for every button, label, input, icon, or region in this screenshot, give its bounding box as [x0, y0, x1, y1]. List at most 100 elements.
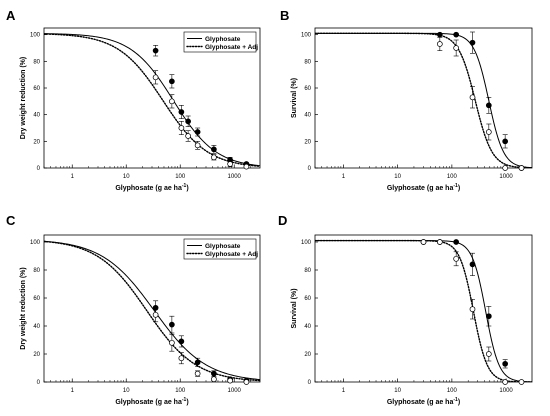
point-glyphosate-adj: [152, 74, 159, 81]
y-tick-label: 40: [304, 113, 311, 119]
point-glyphosate: [502, 138, 509, 145]
x-tick-label: 1: [342, 388, 346, 394]
point-glyphosate-adj: [502, 379, 509, 385]
curve-glyphosate: [315, 240, 532, 382]
point-glyphosate-adj: [518, 379, 525, 385]
panel-letter: B: [280, 8, 289, 23]
point-glyphosate: [185, 118, 191, 125]
chart-panel-b: B 0 20 40 60 80 100 1 10 100 1000 Glyphosate (g ae …: [280, 8, 533, 192]
x-tick-label: 10: [394, 174, 401, 180]
curve-glyphosate-adj: [44, 33, 260, 167]
y-tick-label: 60: [304, 86, 311, 92]
point-glyphosate: [178, 109, 185, 115]
y-tick-label: 40: [304, 324, 311, 330]
point-glyphosate: [485, 313, 492, 320]
x-axis-title: Glyphosate (g ae ha-1): [115, 183, 188, 192]
y-tick-label: 0: [308, 166, 312, 172]
curve-glyphosate: [44, 33, 260, 167]
point-glyphosate: [485, 102, 492, 109]
point-glyphosate: [169, 321, 175, 328]
x-tick-label: 1000: [228, 174, 242, 180]
point-glyphosate-adj: [453, 45, 460, 51]
point-glyphosate: [453, 31, 460, 38]
point-glyphosate-adj: [420, 239, 427, 245]
point-glyphosate: [453, 239, 460, 245]
y-tick-label: 80: [33, 268, 40, 274]
point-glyphosate: [169, 78, 175, 85]
legend-label: Glyphosate: [205, 243, 241, 250]
y-tick-label: 60: [304, 296, 311, 302]
point-glyphosate-adj: [169, 98, 175, 105]
y-tick-label: 100: [301, 33, 312, 39]
x-tick-label: 100: [175, 388, 186, 394]
point-glyphosate-adj: [469, 94, 476, 101]
y-axis-title: Dry weight reduction (%): [20, 57, 27, 139]
y-tick-label: 60: [33, 86, 40, 92]
point-glyphosate-adj: [227, 161, 233, 167]
point-glyphosate: [152, 47, 159, 54]
y-tick-label: 20: [304, 352, 311, 358]
point-glyphosate-adj: [194, 370, 201, 377]
chart-panel-a: A 0 20 40 60 80 100 1 10 100 1000 Glyphosate (g ae …: [6, 8, 261, 192]
x-tick-label: 1: [71, 174, 75, 180]
x-tick-label: 10: [123, 388, 130, 394]
point-glyphosate-adj: [194, 142, 201, 149]
point-glyphosate-adj: [178, 355, 185, 362]
point-glyphosate-adj: [227, 377, 233, 384]
point-glyphosate-adj: [436, 239, 443, 245]
x-axis-title: Glyphosate (g ae ha-1): [115, 397, 188, 406]
y-tick-label: 80: [304, 59, 311, 65]
curve-glyphosate-adj: [315, 32, 532, 168]
point-glyphosate: [211, 146, 217, 153]
point-glyphosate-adj: [502, 165, 509, 171]
legend-label: Glyphosate + Adj: [205, 44, 258, 51]
y-tick-label: 40: [33, 324, 40, 330]
point-glyphosate-adj: [436, 41, 443, 47]
point-glyphosate-adj: [243, 379, 250, 385]
curve-glyphosate: [44, 240, 260, 381]
curve-glyphosate-adj: [44, 240, 260, 382]
x-tick-label: 10: [123, 174, 130, 180]
chart-panel-d: D 0 20 40 60 80 100 1 10 100 1000 Glyphosate (g ae …: [278, 213, 533, 406]
point-glyphosate: [194, 359, 201, 366]
x-tick-label: 1000: [228, 388, 242, 394]
y-tick-label: 20: [304, 139, 311, 145]
chart-panel-c: C 0 20 40 60 80 100 1 10 100 1000 Glyphosate (g ae …: [6, 213, 261, 406]
y-tick-label: 100: [30, 33, 41, 39]
point-glyphosate: [469, 39, 476, 46]
point-glyphosate-adj: [469, 306, 476, 313]
y-axis-title: Survival (%): [291, 78, 298, 118]
y-tick-label: 100: [301, 240, 312, 246]
y-tick-label: 20: [33, 139, 40, 145]
y-tick-label: 40: [33, 113, 40, 119]
panel-letter: A: [6, 8, 16, 23]
x-tick-label: 1: [71, 388, 75, 394]
point-glyphosate-adj: [152, 311, 159, 318]
legend-label: Glyphosate: [205, 36, 241, 43]
plot-frame: [314, 27, 533, 169]
y-tick-label: 80: [304, 268, 311, 274]
point-glyphosate-adj: [211, 154, 217, 161]
y-tick-label: 0: [37, 166, 41, 172]
point-glyphosate-adj: [485, 351, 492, 357]
point-glyphosate-adj: [185, 133, 191, 139]
y-axis-title: Survival (%): [291, 288, 298, 328]
point-glyphosate: [502, 360, 509, 367]
point-glyphosate-adj: [485, 129, 492, 135]
point-glyphosate-adj: [518, 165, 525, 171]
x-tick-label: 1000: [499, 388, 513, 394]
x-tick-label: 100: [447, 388, 458, 394]
point-glyphosate-adj: [243, 163, 250, 170]
x-axis-title: Glyphosate (g ae ha-1): [387, 397, 460, 406]
y-tick-label: 80: [33, 59, 40, 65]
x-tick-label: 100: [175, 174, 186, 180]
point-glyphosate: [194, 129, 201, 135]
point-glyphosate: [469, 261, 476, 268]
point-glyphosate-adj: [169, 339, 175, 346]
point-glyphosate-adj: [178, 125, 185, 131]
legend-label: Glyphosate + Adj: [205, 251, 258, 258]
y-tick-label: 0: [37, 380, 41, 386]
panel-letter: C: [6, 213, 16, 228]
point-glyphosate-adj: [453, 255, 460, 262]
